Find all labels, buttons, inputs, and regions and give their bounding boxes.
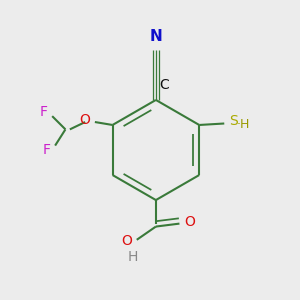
Text: O: O (122, 234, 132, 248)
Text: O: O (80, 113, 91, 127)
Text: O: O (184, 215, 195, 229)
Text: H: H (127, 250, 137, 264)
Text: N: N (149, 29, 162, 44)
Text: ·H: ·H (237, 118, 250, 131)
Text: C: C (159, 78, 169, 92)
Text: S: S (229, 114, 237, 128)
Text: F: F (40, 105, 48, 119)
Text: F: F (43, 143, 51, 157)
